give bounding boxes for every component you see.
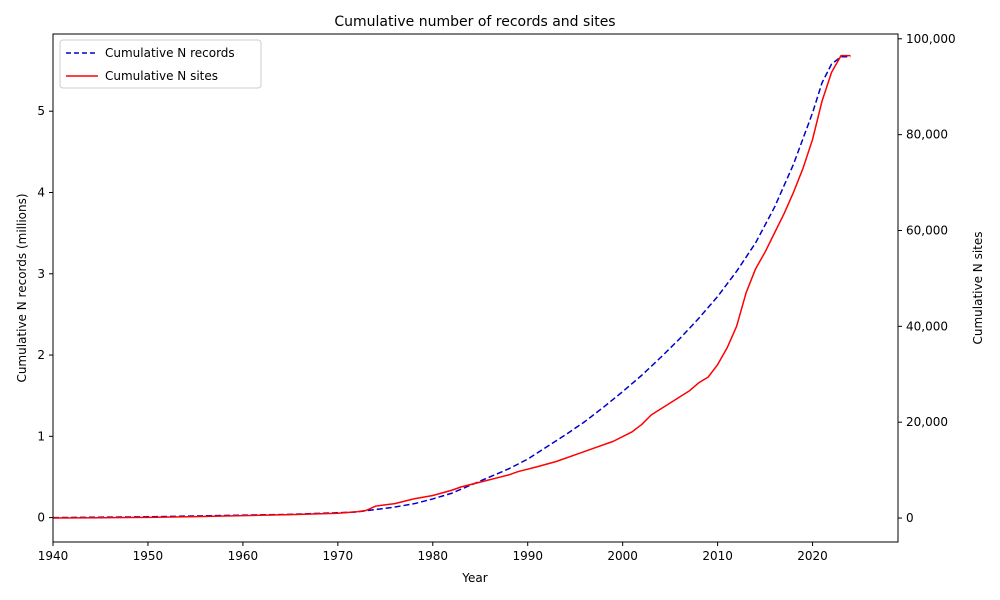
x-tick-label: 2020 [797,549,828,563]
y-right-tick-label: 60,000 [906,223,948,237]
y-left-tick-label: 5 [37,104,45,118]
y-right-axis-label: Cumulative N sites [971,231,985,344]
x-tick-label: 1950 [133,549,164,563]
x-tick-label: 1940 [38,549,69,563]
x-tick-label: 1990 [512,549,543,563]
plot-frame [52,33,899,543]
x-tick-label: 2000 [607,549,638,563]
y-right-tick-label: 40,000 [906,319,948,333]
chart-title: Cumulative number of records and sites [334,14,615,30]
y-left-axis-label: Cumulative N records (millions) [15,193,29,382]
y-right-tick-label: 80,000 [906,128,948,142]
x-tick-label: 2010 [702,549,733,563]
y-right-tick-label: 20,000 [906,415,948,429]
legend-label-sites: Cumulative N sites [105,69,218,83]
y-left-tick-label: 4 [37,185,45,199]
legend-label-records: Cumulative N records [105,46,235,60]
y-left-tick-label: 1 [37,429,45,443]
legend-box [59,39,262,89]
x-tick-label: 1980 [418,549,449,563]
series-line-records [53,56,851,519]
x-axis-label: Year [461,571,487,585]
legend: Cumulative N records Cumulative N sites [59,39,262,89]
y-left-tick-label: 0 [37,511,45,525]
x-tick-label: 1960 [228,549,259,563]
y-right-tick-label: 0 [906,511,914,525]
y-left-tick-label: 3 [37,267,45,281]
series-line-sites [53,54,851,519]
x-tick-label: 1970 [323,549,354,563]
y-right-tick-label: 100,000 [906,32,956,46]
y-left-tick-label: 2 [37,348,45,362]
